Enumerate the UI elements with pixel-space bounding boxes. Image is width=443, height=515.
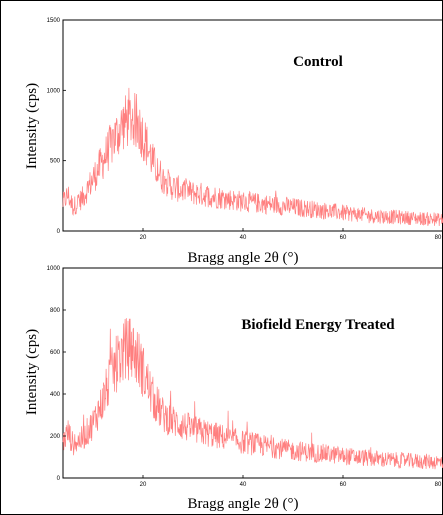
control-x-tick-label: 60: [340, 235, 347, 241]
control-y-tick-label: 1500: [47, 18, 61, 24]
control-series-group: [62, 87, 443, 227]
treated-y-tick-label: 800: [50, 308, 61, 314]
control-y-tick-label: 500: [50, 159, 61, 165]
treated-x-axis-label: Bragg angle 2θ (°): [187, 496, 298, 512]
treated-y-tick-label: 0: [57, 476, 61, 482]
treated-series-group: [62, 318, 443, 470]
control-y-tick-label: 1000: [47, 88, 61, 94]
treated-x-tick-label: 20: [140, 482, 147, 488]
control-x-tick-label: 80: [435, 235, 442, 241]
treated-plot-area: [62, 267, 443, 479]
control-x-ticks: 20 40 60 80: [140, 228, 443, 241]
control-panel: 20 40 60 80 0 500 1000 1500 Control Bragg angl…: [24, 18, 443, 266]
treated-y-tick-label: 400: [50, 392, 61, 398]
treated-title: Biofield Energy Treated: [241, 317, 395, 333]
control-y-tick-label: 0: [57, 229, 61, 235]
treated-y-ticks: 0 200 400 600 800 1000: [47, 266, 66, 482]
treated-y-axis-label: Intensity (cps): [24, 329, 40, 415]
treated-x-ticks: 20 40 60 80: [140, 475, 443, 488]
treated-y-tick-label: 1000: [47, 266, 61, 272]
control-y-ticks: 0 500 1000 1500: [47, 18, 66, 235]
treated-panel: 20 40 60 80 0 200 400 600 800 1000 Biofield Ener…: [24, 266, 443, 512]
control-x-tick-label: 40: [240, 235, 247, 241]
treated-series-line: [62, 318, 443, 470]
control-title: Control: [293, 54, 343, 70]
control-x-axis-label: Bragg angle 2θ (°): [187, 250, 298, 266]
control-plot-area: [62, 19, 443, 232]
control-x-tick-label: 20: [140, 235, 147, 241]
treated-x-tick-label: 80: [435, 482, 442, 488]
treated-x-tick-label: 60: [340, 482, 347, 488]
control-y-axis-label: Intensity (cps): [24, 83, 40, 169]
control-series-line: [62, 87, 443, 227]
treated-y-tick-label: 200: [50, 434, 61, 440]
treated-y-tick-label: 600: [50, 350, 61, 356]
treated-x-tick-label: 40: [240, 482, 247, 488]
